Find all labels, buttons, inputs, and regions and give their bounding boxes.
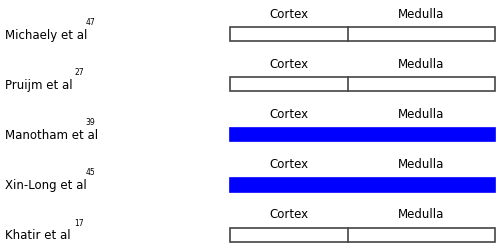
- Text: Medulla: Medulla: [398, 8, 444, 20]
- Text: 45: 45: [86, 168, 95, 177]
- Bar: [230, 178, 495, 192]
- Text: Michaely et al: Michaely et al: [5, 28, 87, 42]
- Bar: [230, 228, 495, 242]
- Text: Xin-Long et al: Xin-Long et al: [5, 178, 87, 192]
- Text: 27: 27: [74, 68, 84, 77]
- Bar: [230, 128, 495, 142]
- Text: Cortex: Cortex: [269, 208, 308, 220]
- Text: Cortex: Cortex: [269, 158, 308, 170]
- Text: 47: 47: [86, 18, 95, 27]
- Text: Medulla: Medulla: [398, 108, 444, 120]
- Text: Medulla: Medulla: [398, 58, 444, 70]
- Text: Cortex: Cortex: [269, 8, 308, 20]
- Bar: [230, 28, 495, 42]
- Text: Manotham et al: Manotham et al: [5, 128, 98, 141]
- Text: Medulla: Medulla: [398, 208, 444, 220]
- Text: Cortex: Cortex: [269, 108, 308, 120]
- Text: Khatir et al: Khatir et al: [5, 228, 70, 241]
- Text: 39: 39: [86, 118, 95, 127]
- Text: 17: 17: [74, 218, 84, 227]
- Bar: [230, 78, 495, 92]
- Text: Medulla: Medulla: [398, 158, 444, 170]
- Text: Cortex: Cortex: [269, 58, 308, 70]
- Text: Pruijm et al: Pruijm et al: [5, 78, 72, 92]
